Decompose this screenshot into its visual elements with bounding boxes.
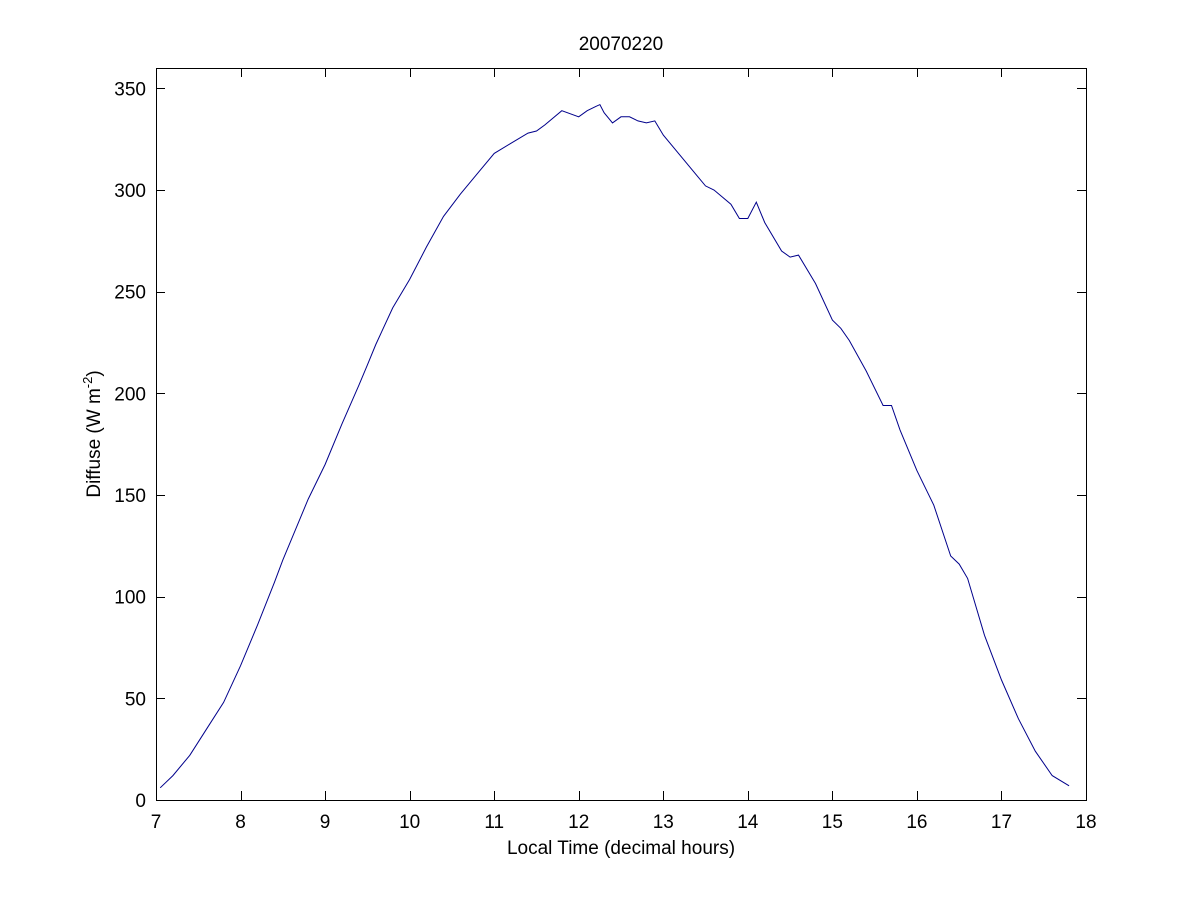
y-tick-label: 250 — [114, 283, 146, 304]
x-tick-label: 17 — [991, 812, 1012, 833]
y-tick-label: 300 — [114, 181, 146, 202]
y-tick-label: 50 — [125, 689, 146, 710]
series-line — [159, 103, 1070, 789]
y-axis-label-superscript: -2 — [80, 377, 95, 389]
y-tick-label: 150 — [114, 486, 146, 507]
x-tick-label: 15 — [822, 812, 843, 833]
y-tick-labels: 0 50 100 150 200 250 300 350 — [114, 79, 146, 812]
x-tick-label: 10 — [399, 812, 420, 833]
x-tick-label: 12 — [568, 812, 589, 833]
x-tick-label: 7 — [151, 812, 162, 833]
chart-title: 20070220 — [579, 34, 664, 55]
y-tick-label: 350 — [114, 79, 146, 100]
x-tick-label: 14 — [737, 812, 759, 833]
y-tick-label: 0 — [135, 791, 146, 812]
x-tick-label: 8 — [235, 812, 246, 833]
x-tick-labels: 7 8 9 10 11 12 13 14 15 16 17 18 — [151, 812, 1097, 833]
x-axis-label: Local Time (decimal hours) — [507, 838, 735, 859]
y-tick-label: 200 — [114, 384, 146, 405]
x-tick-label: 18 — [1075, 812, 1096, 833]
x-tick-label: 13 — [653, 812, 674, 833]
y-axis-label-main: Diffuse (W m — [84, 388, 105, 497]
y-tick-label: 100 — [114, 588, 146, 609]
x-tick-label: 9 — [320, 812, 331, 833]
y-axis-label-close: ) — [84, 370, 105, 376]
y-axis-label: Diffuse (W m-2) — [80, 370, 105, 497]
x-tick-label: 16 — [906, 812, 927, 833]
x-tick-label: 11 — [484, 812, 504, 833]
plot-frame — [156, 68, 1087, 801]
